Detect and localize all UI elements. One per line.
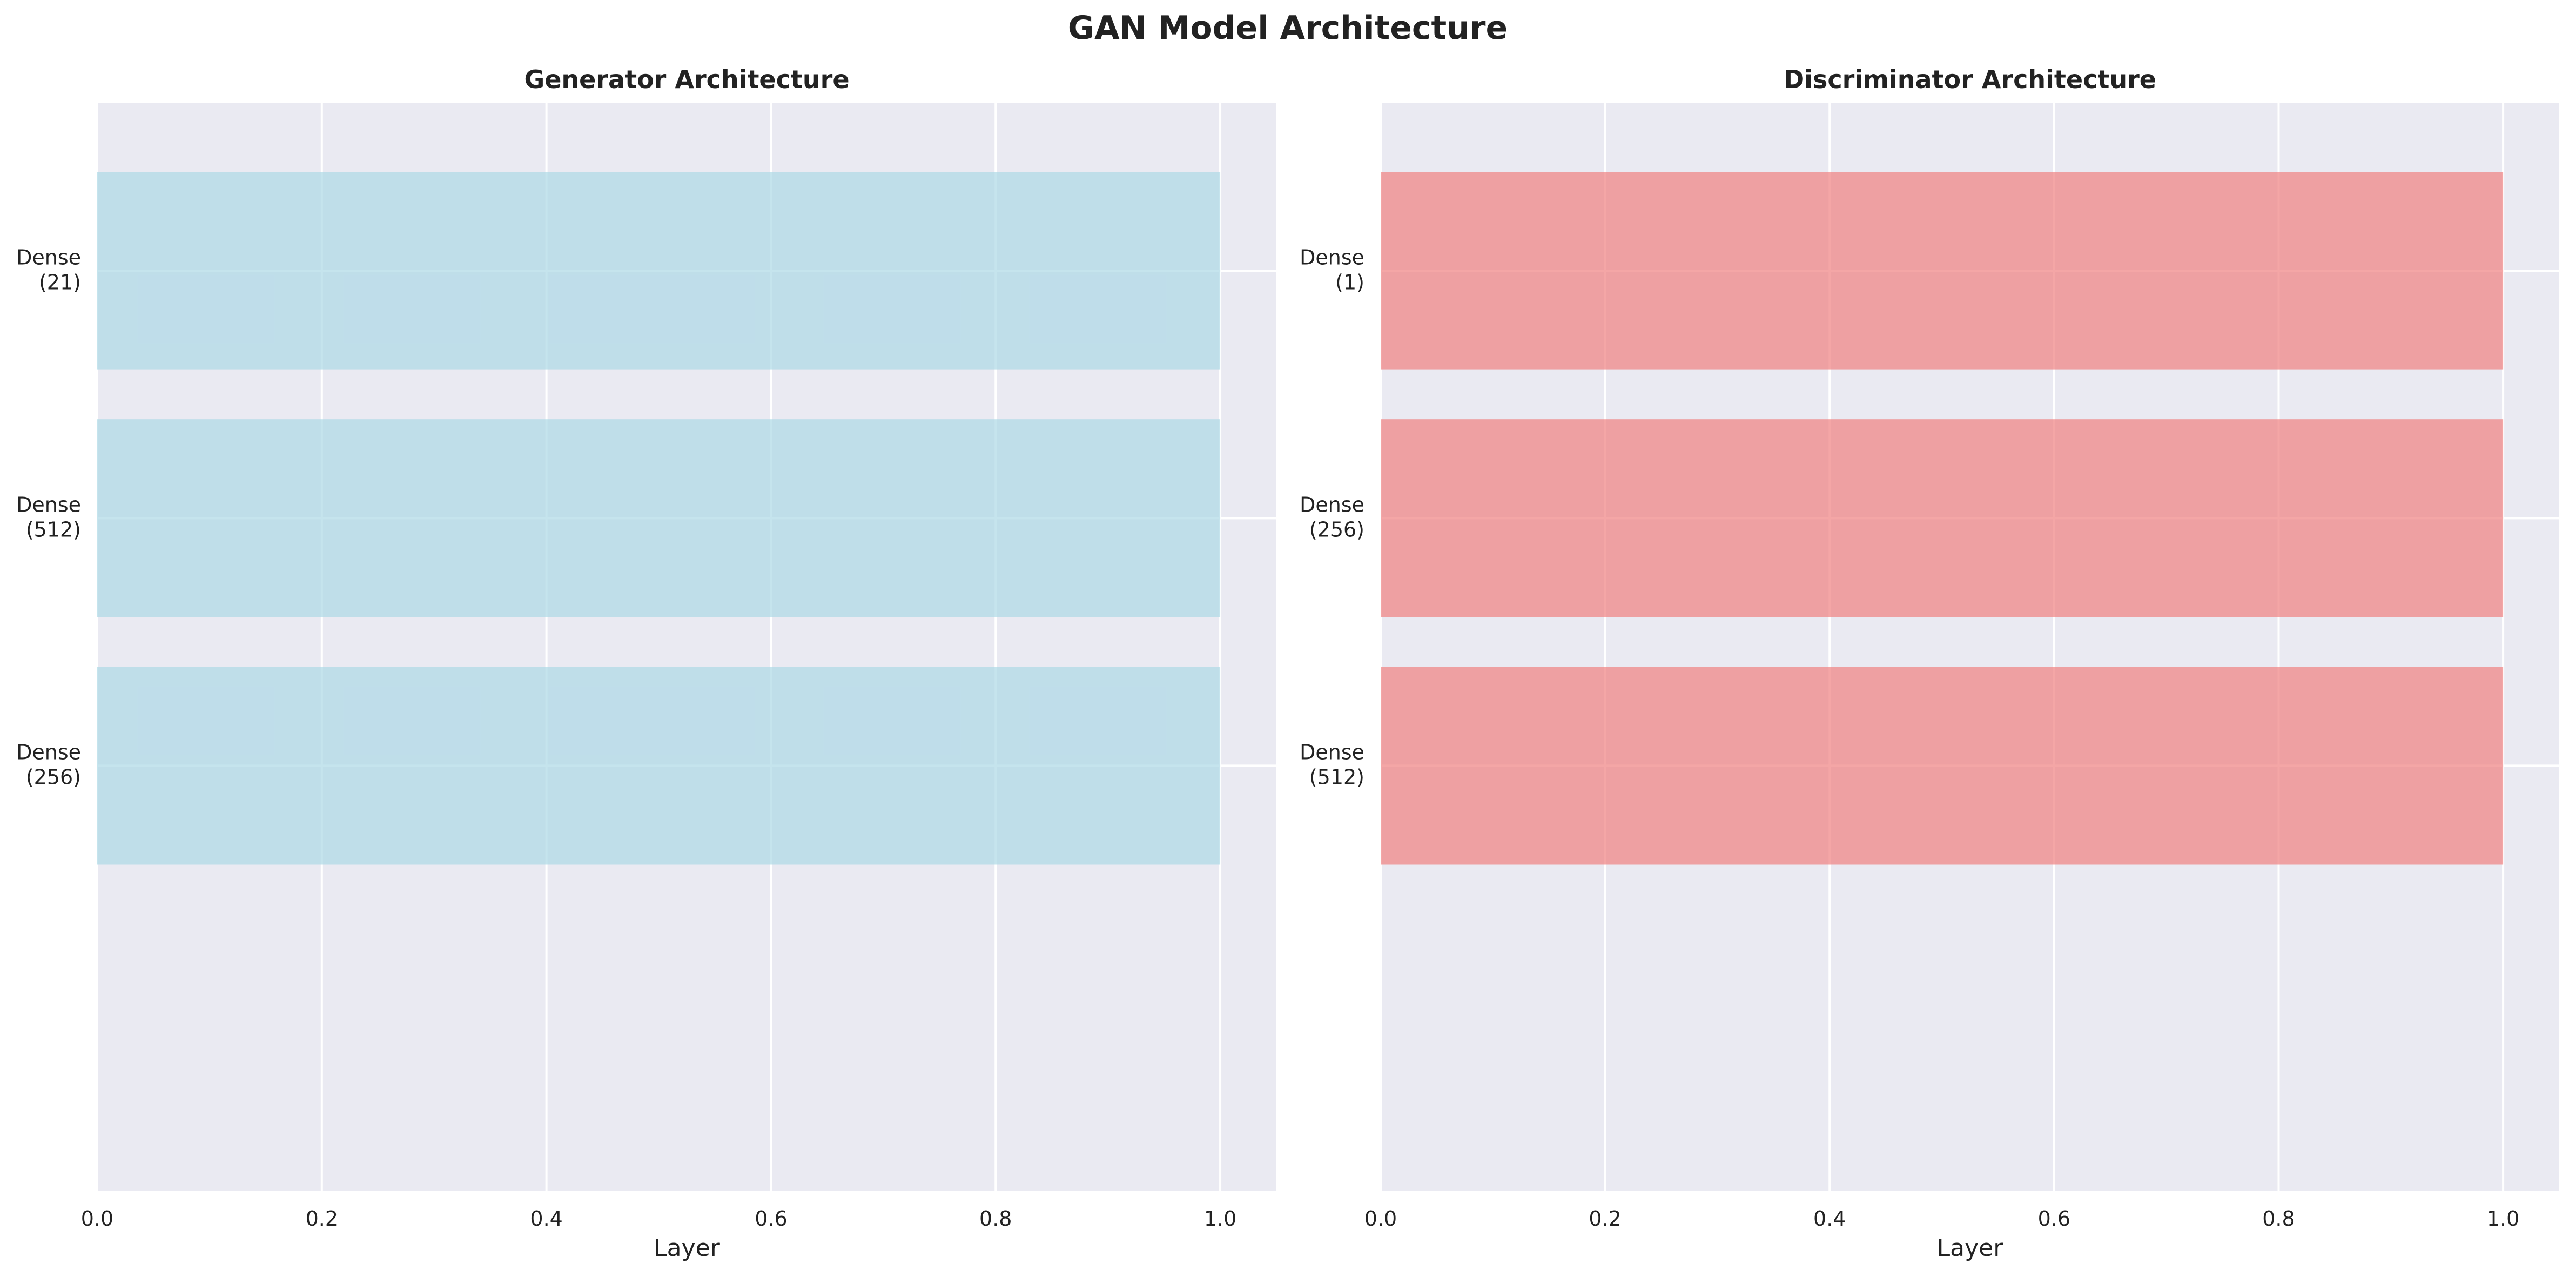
discriminator-x-tick-label: 1.0 <box>2487 1207 2519 1231</box>
discriminator-panel: Dense (512) Dense (256) Dense (1) 0.0 0.2 0.4 0.6… <box>1300 65 2559 1262</box>
discriminator-chart-title: Discriminator Architecture <box>1784 65 2156 94</box>
generator-x-tick-label: 1.0 <box>1204 1207 1236 1231</box>
discriminator-x-tick-label: 0.4 <box>1813 1207 1846 1231</box>
generator-y-tick-label: Dense (21) <box>16 245 81 294</box>
generator-panel: Dense (256) Dense (512) Dense (21) 0.0 0.2 0.4 0.… <box>16 65 1276 1262</box>
discriminator-bar <box>1381 172 2504 370</box>
generator-y-tick-label: Dense (256) <box>16 740 81 789</box>
generator-x-axis-label: Layer <box>654 1234 721 1262</box>
generator-x-tick-label: 0.8 <box>979 1207 1012 1231</box>
discriminator-x-tick-label: 0.6 <box>2038 1207 2070 1231</box>
discriminator-bar <box>1381 419 2504 617</box>
discriminator-x-tick-label: 0.8 <box>2262 1207 2295 1231</box>
generator-bar <box>97 419 1221 617</box>
figure-title: GAN Model Architecture <box>1068 9 1508 47</box>
discriminator-bar <box>1381 667 2504 865</box>
discriminator-y-tick-label: Dense (1) <box>1300 245 1364 294</box>
generator-x-tick-label: 0.6 <box>755 1207 787 1231</box>
generator-x-tick-label: 0.0 <box>81 1207 113 1231</box>
discriminator-y-tick-label: Dense (512) <box>1300 740 1364 789</box>
discriminator-x-tick-label: 0.0 <box>1364 1207 1397 1231</box>
generator-bar <box>97 667 1221 865</box>
discriminator-y-tick-label: Dense (256) <box>1300 493 1364 541</box>
discriminator-x-tick-label: 0.2 <box>1589 1207 1621 1231</box>
generator-x-tick-label: 0.2 <box>306 1207 338 1231</box>
generator-bar <box>97 172 1221 370</box>
generator-x-tick-label: 0.4 <box>530 1207 562 1231</box>
discriminator-x-axis-label: Layer <box>1937 1234 2004 1262</box>
generator-chart-title: Generator Architecture <box>524 65 849 94</box>
generator-y-tick-label: Dense (512) <box>16 493 81 541</box>
